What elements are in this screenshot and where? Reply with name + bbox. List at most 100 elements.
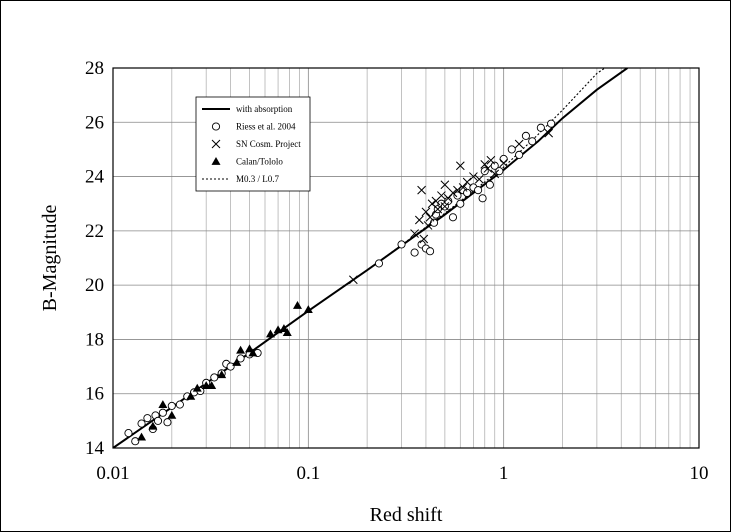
data-point-circle [210,373,219,382]
data-point-circle [444,196,453,206]
data-point-cross [440,202,450,211]
data-point-circle [495,167,504,176]
data-point-circle [226,362,235,371]
y-tick-label: 20 [85,275,104,296]
data-point-circle [478,194,487,203]
data-point-cross [448,188,458,198]
data-point-cross [474,174,484,184]
legend-box [195,96,311,192]
data-point-triangle [245,344,255,353]
data-point-cross [421,207,431,217]
data-point-cross [455,161,465,171]
data-point-cross [423,221,433,230]
data-point-triangle [217,370,227,379]
data-point-triangle [192,383,202,392]
data-point-circle [158,408,167,417]
data-point-triangle [265,329,275,338]
y-tick-label: 24 [85,167,105,188]
data-point-circle [453,191,462,200]
legend-label: SN Cosm. Project [236,139,301,149]
x-axis-title: Red shift [370,504,443,526]
data-point-cross [490,169,500,179]
series-markers [124,119,556,446]
data-point-cross [348,275,358,285]
data-point-circle [175,400,184,409]
plot-area [112,67,700,449]
data-point-circle [236,354,245,363]
dotted-model-curve [113,68,606,448]
x-tick-labels: 0.01 0.1 1 10 [96,463,708,484]
data-point-circle [485,180,494,189]
data-point-circle [211,122,221,131]
series-triangle-points [137,301,313,441]
x-tick-label: 0.01 [96,463,129,484]
data-point-circle [410,248,419,257]
data-point-circle [456,199,465,208]
data-point-circle [374,259,384,268]
y-axis-title: B-Magnitude [39,205,61,312]
data-point-triangle [248,348,258,357]
data-point-circle [167,401,176,410]
data-point-circle [153,416,163,425]
data-point-cross [499,158,509,168]
data-point-triangle [279,324,289,332]
data-point-triangle [148,421,158,430]
data-point-cross [486,155,496,165]
legend-label: Calan/Tololo [236,157,283,167]
legend-label: with absorption [236,104,293,114]
data-point-cross [417,185,426,195]
data-point-triangle [137,432,147,441]
data-point-circle [521,131,530,140]
data-point-triangle [236,345,246,354]
y-tick-label: 26 [85,112,104,133]
data-point-cross [440,180,450,190]
data-point-circle [131,437,140,446]
data-point-cross [433,204,443,214]
data-point-cross [458,183,468,192]
data-point-circle [515,150,524,159]
data-point-circle [536,123,545,132]
data-point-circle [463,188,472,197]
data-point-cross [514,139,524,149]
x-tick-label: 10 [690,463,709,484]
data-point-circle [507,145,516,154]
data-point-triangle [303,305,313,313]
data-point-circle [429,218,439,227]
data-point-triangle [167,410,177,419]
series-cross-points [348,128,554,285]
legend-label: M0.3 / L0.7 [236,174,280,184]
y-tick-label: 28 [85,58,104,79]
x-tick-label: 1 [499,463,509,484]
data-point-triangle [211,157,221,165]
legend: with absorption Riess et al. 2004 SN Cosm.… [195,96,311,192]
data-point-cross [414,215,424,225]
x-tick-label: 0.1 [296,463,320,484]
data-point-triangle [186,391,196,400]
data-point-cross [544,128,554,138]
data-point-cross [419,234,429,244]
data-point-circle [474,186,483,195]
data-point-circle [547,119,556,128]
data-point-circle [124,429,133,438]
legend-label: Riess et al. 2004 [236,122,296,132]
data-point-cross [425,212,435,222]
data-point-circle [397,240,406,249]
data-point-circle [426,247,435,256]
y-tick-labels: 14 16 18 20 22 24 26 28 [85,58,105,459]
data-point-circle [137,419,146,428]
data-point-circle [528,137,537,146]
data-point-circle [448,213,458,222]
data-point-cross [469,172,478,181]
data-point-circle [499,154,508,163]
data-point-triangle [207,381,217,389]
data-point-triangle [158,400,168,408]
data-point-triangle [292,301,302,309]
data-point-cross [480,160,490,169]
data-point-triangle [282,328,292,337]
data-point-circle [143,414,152,423]
data-point-cross [410,229,419,238]
data-point-circle [163,418,172,427]
data-point-triangle [232,358,242,366]
